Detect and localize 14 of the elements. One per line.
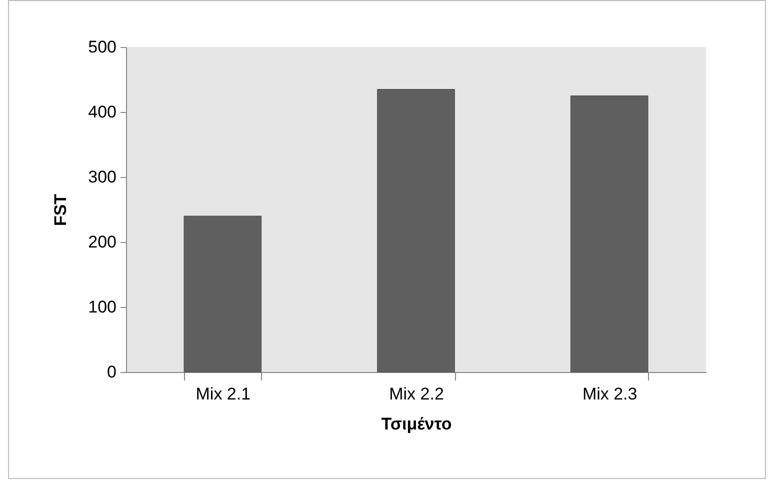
y-tick-label: 500 <box>88 38 116 56</box>
y-tick-label: 100 <box>88 298 116 316</box>
y-axis-title: FST <box>51 193 70 226</box>
bar <box>570 96 648 372</box>
bar <box>377 89 455 372</box>
y-tick-label: 300 <box>88 168 116 186</box>
x-tick-label: Mix 2.1 <box>196 384 251 404</box>
x-tick-label: Mix 2.3 <box>582 384 638 404</box>
x-axis-title: Τσιμέντο <box>381 414 452 434</box>
y-tick-label: 400 <box>88 102 116 122</box>
bar <box>184 216 262 372</box>
x-tick-label: Mix 2.2 <box>389 384 444 404</box>
y-tick-label: 200 <box>88 232 116 252</box>
y-tick-label: 0 <box>107 362 116 382</box>
